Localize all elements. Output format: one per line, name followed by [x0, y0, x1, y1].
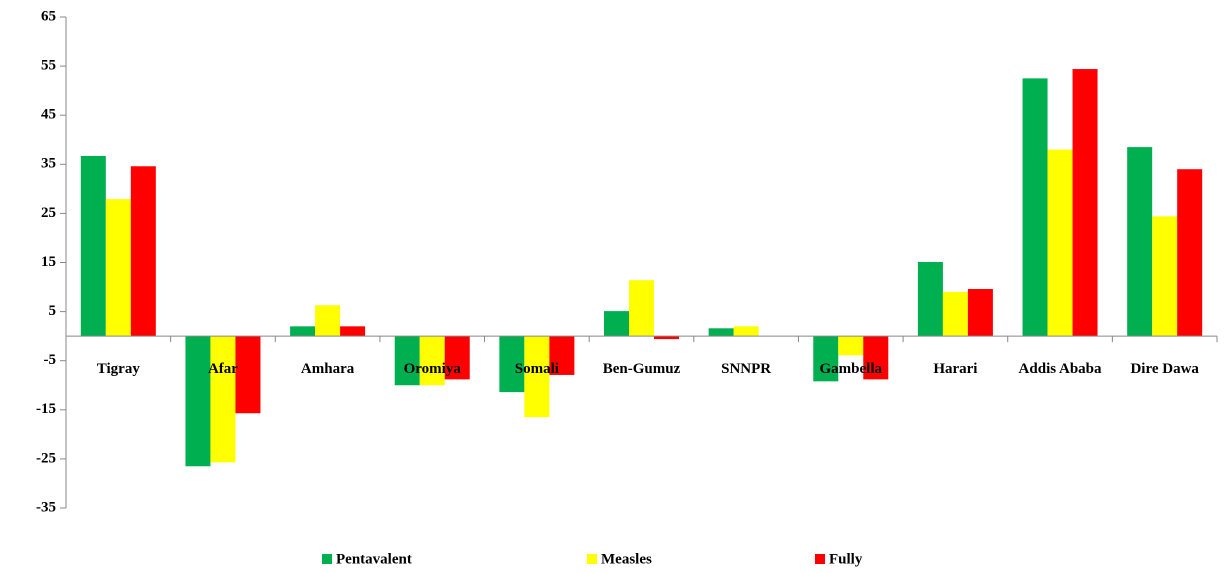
y-tick-label: -25 — [36, 450, 56, 466]
y-tick-label: -5 — [44, 352, 57, 368]
legend-swatch — [322, 554, 332, 564]
bar — [967, 289, 993, 337]
bar — [340, 326, 366, 337]
y-tick-label: -15 — [36, 401, 56, 417]
bar — [917, 262, 943, 337]
bar — [1152, 216, 1178, 337]
x-tick-label: Amhara — [300, 361, 355, 378]
x-tick-label: Somali — [514, 361, 559, 378]
y-tick-label: 45 — [41, 107, 56, 123]
legend-label: Pentavalent — [336, 551, 412, 567]
legend-label: Fully — [829, 551, 863, 567]
x-tick-label: Oromiya — [403, 361, 461, 378]
bar — [813, 336, 839, 382]
x-tick-label: Tigray — [96, 361, 140, 378]
bar — [394, 336, 420, 386]
bar — [1047, 149, 1073, 337]
bar — [210, 336, 236, 463]
bar — [185, 336, 211, 467]
x-tick-label: SNNPR — [721, 361, 772, 378]
bar — [80, 155, 106, 337]
bar — [549, 336, 575, 375]
bar — [444, 336, 470, 380]
y-tick-label: 5 — [49, 303, 57, 319]
legend-swatch — [587, 554, 597, 564]
bar — [524, 336, 550, 418]
y-tick-label: 15 — [41, 254, 56, 270]
bar — [419, 336, 445, 386]
bar — [1127, 147, 1153, 337]
y-tick-label: 35 — [41, 156, 56, 172]
x-tick-label: Ben-Gumuz — [602, 361, 681, 378]
y-tick-label: -35 — [36, 499, 56, 515]
bar — [708, 328, 734, 337]
x-tick-label: Gambella — [819, 361, 883, 378]
legend-label: Measles — [601, 551, 652, 567]
bar — [942, 291, 968, 337]
bar — [290, 326, 316, 337]
bar — [838, 336, 864, 356]
y-tick-label: 55 — [41, 58, 56, 74]
x-tick-label: Harari — [933, 361, 978, 378]
bar — [315, 305, 341, 337]
bar — [1072, 69, 1098, 337]
y-tick-label: 65 — [41, 8, 56, 24]
y-tick-label: 25 — [41, 205, 56, 221]
x-tick-label: Addis Ababa — [1018, 361, 1102, 378]
bar — [733, 326, 759, 337]
legend-swatch — [815, 554, 825, 564]
x-tick-label: Afar — [207, 361, 238, 378]
bar — [604, 311, 629, 337]
bar — [654, 336, 679, 340]
bar — [629, 280, 654, 337]
bar — [235, 336, 261, 414]
bar — [130, 166, 156, 337]
bar — [1177, 169, 1203, 337]
bar — [863, 336, 889, 380]
bar — [499, 336, 525, 393]
bar — [1022, 78, 1048, 337]
x-tick-label: Dire Dawa — [1130, 361, 1199, 378]
bar — [105, 199, 131, 337]
